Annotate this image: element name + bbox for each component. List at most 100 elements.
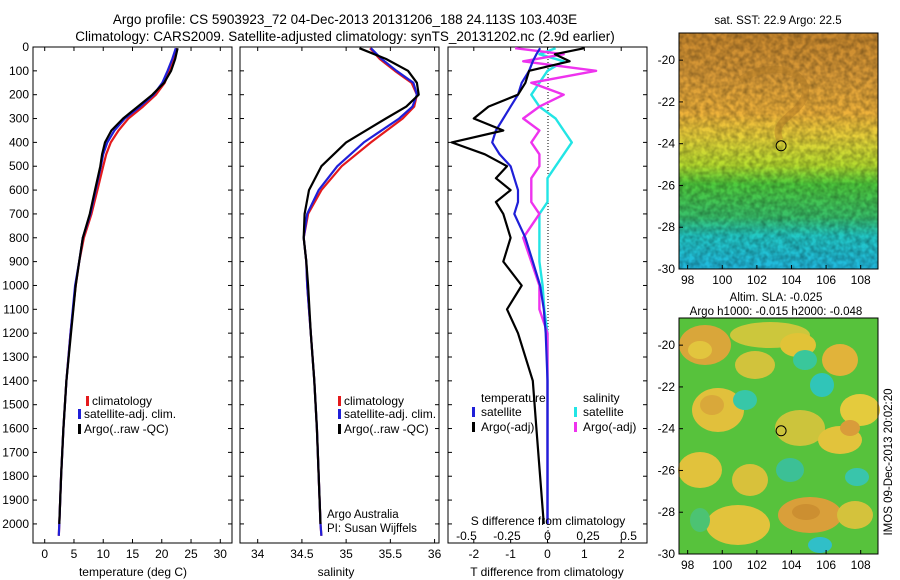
legend-label-t-satellite: satellite xyxy=(481,405,522,419)
legend-swatch-satellite-adj-s xyxy=(338,409,341,419)
imos-timestamp: IMOS 09-Dec-2013 20:02:20 xyxy=(883,388,895,535)
x-tick-label: 0 xyxy=(544,547,551,561)
legend-swatch-argo xyxy=(78,424,81,434)
y-tick-label: 700 xyxy=(9,207,29,221)
map-x-tick-label: 100 xyxy=(712,558,732,572)
x-tick-label: 2 xyxy=(618,547,625,561)
y-tick-label: 1800 xyxy=(2,469,29,483)
y-tick-label: 1100 xyxy=(3,302,29,316)
salinity-legend: climatology satellite-adj. clim. Argo(..… xyxy=(338,394,436,436)
difference-panel: -2 -1 0 1 2 T difference from climatology S … xyxy=(447,46,648,579)
legend-swatch-climatology xyxy=(86,396,89,406)
map-x-tick-label: 104 xyxy=(781,558,801,572)
credit-pi: PI: Susan Wijffels xyxy=(327,523,417,535)
y-tick-label: 1200 xyxy=(2,326,29,340)
legend-label-s-argo: Argo(-adj) xyxy=(583,420,636,434)
y-tick-label: 1300 xyxy=(2,350,29,364)
map-x-tick-label: 102 xyxy=(747,273,767,287)
y-tick-label: 300 xyxy=(9,112,29,126)
argo-float-marker-sla xyxy=(775,425,787,437)
series-line-climatology xyxy=(302,47,418,536)
series-line-argo-raw-qc- xyxy=(302,47,420,524)
map-x-tick-label: 102 xyxy=(747,558,767,572)
legend-swatch-climatology-s xyxy=(338,396,341,406)
sst-map-title: sat. SST: 22.9 Argo: 22.5 xyxy=(714,15,841,27)
map-x-tick-label: 108 xyxy=(851,558,871,572)
legend-title-salinity: salinity xyxy=(583,391,620,405)
series-line-argo-raw-qc- xyxy=(58,47,179,524)
legend-label-climatology-s: climatology xyxy=(344,394,404,408)
sla-map-title-2: Argo h1000: -0.015 h2000: -0.048 xyxy=(690,306,863,318)
map-y-tick-label: -28 xyxy=(658,220,676,234)
salinity-axes-frame xyxy=(239,46,440,544)
legend-swatch-satellite-adj xyxy=(78,409,81,419)
legend-label-s-satellite: satellite xyxy=(583,405,624,419)
temperature-legend: climatology satellite-adj. clim. Argo(..… xyxy=(78,394,176,436)
x-tick-label: 20 xyxy=(155,547,169,561)
y-tick-label: 600 xyxy=(9,183,29,197)
x-tick-label: 0 xyxy=(41,547,48,561)
series-line-t-satellite xyxy=(491,47,549,524)
sst-map-panel: sat. SST: 22.9 Argo: 22.5 98 100 102 104 106… xyxy=(658,15,879,287)
map-x-tick-label: 98 xyxy=(681,558,695,572)
argo-float-marker xyxy=(775,140,787,152)
map-x-tick-label: 100 xyxy=(712,273,732,287)
difference-ticks: -2 -1 0 1 2 xyxy=(448,46,647,561)
credit-institution: Argo Australia xyxy=(327,509,399,521)
legend-label-argo-s: Argo(..raw -QC) xyxy=(344,422,429,436)
series-line-climatology xyxy=(57,47,179,536)
x-tick-label: -1 xyxy=(505,547,516,561)
legend-swatch-argo-s xyxy=(338,424,341,434)
map-y-tick-label: -20 xyxy=(658,338,676,352)
legend-label-satellite-adj-s: satellite-adj. clim. xyxy=(344,407,436,421)
s-tick-label: 0.5 xyxy=(620,529,637,543)
x-tick-label: 30 xyxy=(214,547,228,561)
series-line-satellite-adj-clim- xyxy=(57,47,177,536)
salinity-profiles xyxy=(302,47,420,536)
header-line-2: Climatology: CARS2009. Satellite-adjuste… xyxy=(75,29,615,44)
x-tick-label: 35.5 xyxy=(379,547,403,561)
y-tick-label: 900 xyxy=(9,255,29,269)
map-x-tick-label: 98 xyxy=(681,273,695,287)
series-line-t-argo-adj- xyxy=(450,47,585,524)
legend-swatch-t-argo xyxy=(472,422,475,432)
sla-map-ticks: 98 100 102 104 106 108 -30 -28 -26 -24 -22 -20 xyxy=(658,338,871,572)
s-tick-label: -0.5 xyxy=(456,529,477,543)
x-tick-label: -2 xyxy=(468,547,479,561)
map-y-tick-label: -24 xyxy=(658,137,676,151)
y-tick-label: 1900 xyxy=(2,493,29,507)
y-tick-label: 1000 xyxy=(2,278,29,292)
y-tick-label: 1500 xyxy=(2,398,29,412)
map-x-tick-label: 106 xyxy=(816,273,836,287)
y-tick-label: 1700 xyxy=(2,445,29,459)
x-tick-label: 25 xyxy=(184,547,198,561)
salinity-panel: 34 34.5 35 35.5 36 salinity climatology sate… xyxy=(239,46,442,579)
map-x-tick-label: 106 xyxy=(816,558,836,572)
sla-blobs xyxy=(678,322,880,553)
temperature-axes-frame xyxy=(32,46,233,544)
y-tick-label: 2000 xyxy=(2,517,29,531)
legend-label-t-argo: Argo(-adj) xyxy=(481,420,534,434)
y-tick-label: 100 xyxy=(9,64,29,78)
y-tick-label: 400 xyxy=(9,135,29,149)
legend-swatch-s-satellite xyxy=(574,407,577,417)
map-x-tick-label: 108 xyxy=(851,273,871,287)
s-tick-label: 0 xyxy=(544,529,551,543)
sst-map-ticks: 98 100 102 104 106 108 -30 -28 -26 -24 -22 -20 xyxy=(658,53,871,287)
temperature-profiles xyxy=(57,47,179,536)
legend-swatch-t-satellite xyxy=(472,407,475,417)
sla-map-panel: Altim. SLA: -0.025 Argo h1000: -0.015 h2… xyxy=(658,292,880,572)
temperature-xlabel: temperature (deg C) xyxy=(79,565,187,579)
sla-map-frame xyxy=(678,317,879,555)
salinity-xlabel: salinity xyxy=(318,565,355,579)
y-tick-label: 1600 xyxy=(2,422,29,436)
y-tick-label: 0 xyxy=(22,40,29,54)
x-tick-label: 10 xyxy=(97,547,111,561)
sla-map-title-1: Altim. SLA: -0.025 xyxy=(730,292,823,304)
header-line-1: Argo profile: CS 5903923_72 04-Dec-2013 … xyxy=(113,12,577,27)
t-difference-xlabel: T difference from climatology xyxy=(470,565,624,579)
difference-legend: temperature satellite Argo(-adj) salinit… xyxy=(472,391,636,434)
temperature-ticks: 0 5 10 15 20 25 300100200300400500600700800900… xyxy=(2,40,232,561)
x-tick-label: 34.5 xyxy=(290,547,314,561)
x-tick-label: 35 xyxy=(339,547,353,561)
